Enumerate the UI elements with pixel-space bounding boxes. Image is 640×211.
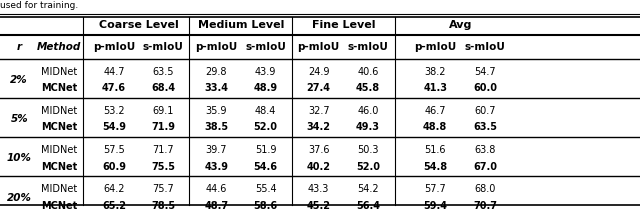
Text: 43.3: 43.3 bbox=[308, 184, 330, 195]
Text: MIDNet: MIDNet bbox=[41, 67, 77, 77]
Text: 38.5: 38.5 bbox=[204, 122, 228, 133]
Text: Fine Level: Fine Level bbox=[312, 20, 375, 30]
Text: 27.4: 27.4 bbox=[307, 83, 331, 93]
Text: 45.2: 45.2 bbox=[307, 201, 331, 211]
Text: Coarse Level: Coarse Level bbox=[99, 20, 179, 30]
Text: 78.5: 78.5 bbox=[151, 201, 175, 211]
Text: 44.7: 44.7 bbox=[103, 67, 125, 77]
Text: 54.6: 54.6 bbox=[253, 162, 278, 172]
Text: 52.0: 52.0 bbox=[253, 122, 278, 133]
Text: 75.7: 75.7 bbox=[152, 184, 174, 195]
Text: 43.9: 43.9 bbox=[204, 162, 228, 172]
Text: 48.4: 48.4 bbox=[255, 106, 276, 116]
Text: 39.7: 39.7 bbox=[205, 145, 227, 155]
Text: MCNet: MCNet bbox=[41, 201, 77, 211]
Text: r: r bbox=[17, 42, 22, 52]
Text: s-mIoU: s-mIoU bbox=[348, 42, 388, 52]
Text: 43.9: 43.9 bbox=[255, 67, 276, 77]
Text: 57.7: 57.7 bbox=[424, 184, 446, 195]
Text: 47.6: 47.6 bbox=[102, 83, 126, 93]
Text: 53.2: 53.2 bbox=[103, 106, 125, 116]
Text: 54.7: 54.7 bbox=[474, 67, 496, 77]
Text: 69.1: 69.1 bbox=[152, 106, 174, 116]
Text: MCNet: MCNet bbox=[41, 162, 77, 172]
Text: MIDNet: MIDNet bbox=[41, 106, 77, 116]
Text: 48.9: 48.9 bbox=[253, 83, 278, 93]
Text: 32.7: 32.7 bbox=[308, 106, 330, 116]
Text: 46.0: 46.0 bbox=[357, 106, 379, 116]
Text: 75.5: 75.5 bbox=[151, 162, 175, 172]
Text: 51.6: 51.6 bbox=[424, 145, 446, 155]
Text: Method: Method bbox=[36, 42, 81, 52]
Text: 70.7: 70.7 bbox=[473, 201, 497, 211]
Text: MIDNet: MIDNet bbox=[41, 145, 77, 155]
Text: 64.2: 64.2 bbox=[103, 184, 125, 195]
Text: MCNet: MCNet bbox=[41, 122, 77, 133]
Text: 55.4: 55.4 bbox=[255, 184, 276, 195]
Text: 38.2: 38.2 bbox=[424, 67, 446, 77]
Text: 67.0: 67.0 bbox=[473, 162, 497, 172]
Text: 10%: 10% bbox=[7, 153, 31, 164]
Text: used for training.: used for training. bbox=[0, 1, 78, 10]
Text: s-mIoU: s-mIoU bbox=[143, 42, 184, 52]
Text: Avg: Avg bbox=[449, 20, 472, 30]
Text: 63.5: 63.5 bbox=[473, 122, 497, 133]
Text: 40.6: 40.6 bbox=[357, 67, 379, 77]
Text: p-mIoU: p-mIoU bbox=[93, 42, 135, 52]
Text: 41.3: 41.3 bbox=[423, 83, 447, 93]
Text: 44.6: 44.6 bbox=[205, 184, 227, 195]
Text: p-mIoU: p-mIoU bbox=[195, 42, 237, 52]
Text: 34.2: 34.2 bbox=[307, 122, 331, 133]
Text: p-mIoU: p-mIoU bbox=[414, 42, 456, 52]
Text: 45.8: 45.8 bbox=[356, 83, 380, 93]
Text: 29.8: 29.8 bbox=[205, 67, 227, 77]
Text: 68.4: 68.4 bbox=[151, 83, 175, 93]
Text: 71.7: 71.7 bbox=[152, 145, 174, 155]
Text: 40.2: 40.2 bbox=[307, 162, 331, 172]
Text: 54.8: 54.8 bbox=[423, 162, 447, 172]
Text: 60.7: 60.7 bbox=[474, 106, 496, 116]
Text: 60.9: 60.9 bbox=[102, 162, 126, 172]
Text: 37.6: 37.6 bbox=[308, 145, 330, 155]
Text: 60.0: 60.0 bbox=[473, 83, 497, 93]
Text: 68.0: 68.0 bbox=[474, 184, 496, 195]
Text: 33.4: 33.4 bbox=[204, 83, 228, 93]
Text: 48.7: 48.7 bbox=[204, 201, 228, 211]
Text: Medium Level: Medium Level bbox=[198, 20, 284, 30]
Text: 59.4: 59.4 bbox=[423, 201, 447, 211]
Text: 51.9: 51.9 bbox=[255, 145, 276, 155]
Text: 35.9: 35.9 bbox=[205, 106, 227, 116]
Text: 54.2: 54.2 bbox=[357, 184, 379, 195]
Text: p-mIoU: p-mIoU bbox=[298, 42, 340, 52]
Text: 50.3: 50.3 bbox=[357, 145, 379, 155]
Text: s-mIoU: s-mIoU bbox=[465, 42, 506, 52]
Text: 63.8: 63.8 bbox=[474, 145, 496, 155]
Text: MCNet: MCNet bbox=[41, 83, 77, 93]
Text: 2%: 2% bbox=[10, 75, 28, 85]
Text: 52.0: 52.0 bbox=[356, 162, 380, 172]
Text: 46.7: 46.7 bbox=[424, 106, 446, 116]
Text: 49.3: 49.3 bbox=[356, 122, 380, 133]
Text: 5%: 5% bbox=[10, 114, 28, 124]
Text: 24.9: 24.9 bbox=[308, 67, 330, 77]
Text: 54.9: 54.9 bbox=[102, 122, 126, 133]
Text: 65.2: 65.2 bbox=[102, 201, 126, 211]
Text: 48.8: 48.8 bbox=[423, 122, 447, 133]
Text: 58.6: 58.6 bbox=[253, 201, 278, 211]
Text: 56.4: 56.4 bbox=[356, 201, 380, 211]
Text: 63.5: 63.5 bbox=[152, 67, 174, 77]
Text: MIDNet: MIDNet bbox=[41, 184, 77, 195]
Text: s-mIoU: s-mIoU bbox=[245, 42, 286, 52]
Text: 20%: 20% bbox=[7, 193, 31, 203]
Text: 57.5: 57.5 bbox=[103, 145, 125, 155]
Text: 71.9: 71.9 bbox=[151, 122, 175, 133]
